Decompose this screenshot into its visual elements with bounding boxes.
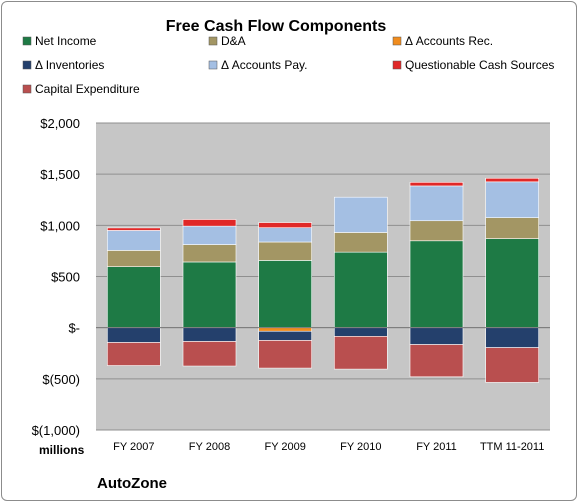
legend-label: Capital Expenditure bbox=[35, 82, 140, 96]
bar-d-a-ttm-11-2011 bbox=[485, 217, 539, 239]
bar-questionable-cash-sources-fy-2007 bbox=[107, 227, 161, 231]
legend-label: Δ Accounts Pay. bbox=[221, 58, 308, 72]
legend-item-net-income: Net Income bbox=[22, 34, 97, 48]
bar-capital-expenditure-ttm-11-2011 bbox=[485, 347, 539, 383]
legend-swatch bbox=[22, 84, 32, 94]
bar-net-income-fy-2009 bbox=[258, 260, 312, 328]
bar-d-a-fy-2011 bbox=[409, 220, 464, 242]
bar-accounts-pay-fy-2007 bbox=[107, 230, 161, 251]
bar-net-income-fy-2008 bbox=[182, 261, 237, 328]
y-tick-label: $- bbox=[68, 321, 80, 336]
chart-title: Free Cash Flow Components bbox=[166, 18, 387, 35]
x-tick-label: FY 2009 bbox=[264, 441, 305, 453]
bar-accounts-pay-fy-2009 bbox=[258, 227, 312, 243]
y-tick-label: $(500) bbox=[42, 372, 80, 387]
company-name: AutoZone bbox=[97, 475, 167, 492]
bar-questionable-cash-sources-ttm-11-2011 bbox=[485, 177, 539, 183]
bar-inventories-fy-2007 bbox=[107, 327, 161, 343]
bar-inventories-ttm-11-2011 bbox=[485, 327, 539, 348]
legend-swatch bbox=[22, 60, 32, 70]
y-tick-label: $1,000 bbox=[40, 218, 80, 233]
bar-questionable-cash-sources-fy-2009 bbox=[258, 222, 312, 228]
bars bbox=[107, 177, 539, 383]
bar-capital-expenditure-fy-2009 bbox=[258, 340, 312, 369]
legend-label: Δ Accounts Rec. bbox=[405, 34, 493, 48]
legend-label: Net Income bbox=[35, 34, 97, 48]
bar-questionable-cash-sources-fy-2008 bbox=[182, 219, 237, 227]
bar-net-income-fy-2007 bbox=[107, 266, 161, 328]
bar-capital-expenditure-fy-2010 bbox=[334, 336, 388, 370]
legend-label: Δ Inventories bbox=[35, 58, 104, 72]
legend-swatch bbox=[208, 36, 218, 46]
legend-item-accounts-pay: Δ Accounts Pay. bbox=[208, 58, 308, 72]
bar-inventories-fy-2010 bbox=[334, 327, 388, 337]
x-tick-label: FY 2007 bbox=[113, 441, 154, 453]
bar-capital-expenditure-fy-2007 bbox=[107, 342, 161, 366]
bar-accounts-pay-fy-2008 bbox=[182, 225, 237, 245]
bar-net-income-ttm-11-2011 bbox=[485, 238, 539, 328]
legend-swatch bbox=[392, 60, 402, 70]
bar-capital-expenditure-fy-2011 bbox=[409, 344, 464, 378]
y-tick-label: $1,500 bbox=[40, 167, 80, 182]
x-tick-label: TTM 11-2011 bbox=[480, 441, 544, 453]
unit-label: millions bbox=[39, 443, 85, 457]
bar-accounts-pay-ttm-11-2011 bbox=[485, 181, 539, 218]
y-tick-label: $(1,000) bbox=[32, 423, 80, 438]
bar-d-a-fy-2009 bbox=[258, 241, 312, 261]
bar-inventories-fy-2011 bbox=[409, 327, 464, 345]
legend-item-inventories: Δ Inventories bbox=[22, 58, 104, 72]
legend: Net Income D&A Δ Accounts Rec. Δ Inventorie… bbox=[22, 34, 554, 96]
x-tick-label: FY 2008 bbox=[189, 441, 230, 453]
x-axis-ticks: FY 2007 FY 2008 FY 2009 FY 2010 FY 2011 TTM 1… bbox=[113, 441, 544, 453]
bar-d-a-fy-2010 bbox=[334, 232, 388, 253]
bar-accounts-pay-fy-2010 bbox=[334, 196, 388, 233]
bar-questionable-cash-sources-fy-2011 bbox=[409, 182, 464, 187]
bar-net-income-fy-2011 bbox=[409, 240, 464, 328]
x-tick-label: FY 2010 bbox=[340, 441, 381, 453]
bar-d-a-fy-2008 bbox=[182, 244, 237, 263]
legend-swatch bbox=[208, 60, 218, 70]
bar-accounts-rec-fy-2009 bbox=[258, 327, 312, 332]
legend-item-d-a: D&A bbox=[208, 34, 246, 48]
legend-label: Questionable Cash Sources bbox=[405, 58, 554, 72]
y-tick-label: $500 bbox=[51, 270, 80, 285]
bar-capital-expenditure-fy-2008 bbox=[182, 341, 237, 367]
bar-d-a-fy-2007 bbox=[107, 250, 161, 267]
bar-net-income-fy-2010 bbox=[334, 251, 388, 328]
legend-swatch bbox=[22, 36, 32, 46]
bar-inventories-fy-2008 bbox=[182, 327, 237, 342]
y-tick-label: $2,000 bbox=[40, 116, 80, 131]
legend-item-accounts-rec: Δ Accounts Rec. bbox=[392, 34, 493, 48]
legend-item-capital-expenditure: Capital Expenditure bbox=[22, 82, 140, 96]
legend-swatch bbox=[392, 36, 402, 46]
legend-item-questionable-cash-sources: Questionable Cash Sources bbox=[392, 58, 554, 72]
legend-label: D&A bbox=[221, 34, 246, 48]
y-axis-ticks: $(1,000) $(500) $- $500 $1,000 $1,500 $2,000 bbox=[32, 116, 80, 438]
bar-inventories-fy-2009 bbox=[258, 330, 312, 341]
x-tick-label: FY 2011 bbox=[416, 441, 457, 453]
bar-accounts-pay-fy-2011 bbox=[409, 185, 464, 222]
